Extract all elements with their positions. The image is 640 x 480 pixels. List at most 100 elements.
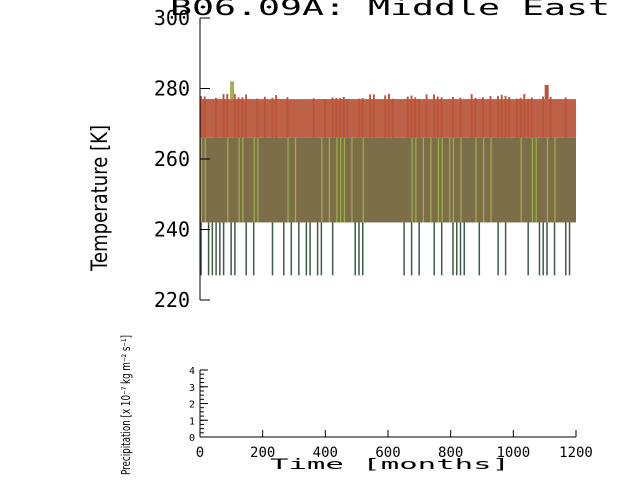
bar-hot: [245, 94, 247, 138]
bar-hot: [489, 95, 492, 138]
bar-hot: [222, 94, 225, 138]
bar-low: [230, 222, 232, 276]
temperature-y-axis-label: Temperature [K]: [88, 125, 113, 272]
temperature-y-tick-label: 260: [154, 147, 190, 171]
bar-low: [565, 222, 567, 276]
bar-low: [459, 222, 462, 276]
bar-low: [452, 222, 454, 276]
bar-low: [283, 222, 285, 276]
bar-hot: [474, 97, 477, 138]
x-tick-label: 400: [313, 445, 338, 461]
bar-low: [219, 222, 221, 276]
bar-low: [403, 222, 405, 276]
temperature-y-tick-label: 300: [154, 6, 190, 30]
bar-low: [553, 222, 556, 276]
bar-hot: [275, 95, 278, 138]
bar-low: [252, 222, 255, 276]
bar-low: [305, 222, 308, 276]
bar-green: [411, 137, 413, 223]
bar-green: [460, 137, 462, 223]
bar-hot: [564, 97, 567, 138]
bar-low: [463, 222, 466, 276]
bar-hot: [335, 97, 338, 138]
bar-low: [316, 222, 319, 276]
bar-low: [298, 222, 300, 276]
bar-hot: [357, 98, 360, 138]
bar-green: [422, 137, 424, 223]
bar-hot: [331, 97, 334, 138]
precip-y-axis-label: Precipitation [x 10⁻⁷ kg m⁻² s⁻¹]: [119, 335, 133, 475]
bar-low: [542, 222, 544, 276]
bar-low: [361, 222, 364, 276]
bar-hot: [523, 93, 526, 138]
bar-hot: [542, 96, 545, 138]
bar-green: [321, 137, 323, 223]
bar-low: [320, 222, 323, 276]
bar-low: [478, 222, 481, 276]
bar-green: [227, 137, 229, 223]
bar-low: [222, 222, 225, 276]
bar-green: [535, 137, 537, 223]
bar-hot: [470, 94, 473, 138]
temperature-bars: [200, 81, 576, 276]
temperature-y-tick-label: 280: [154, 77, 190, 101]
bar-hot: [530, 97, 533, 138]
bar-green: [200, 137, 203, 223]
bar-hot: [433, 94, 435, 138]
bar-hot: [549, 96, 552, 138]
bar-green: [294, 137, 297, 223]
bar-hot: [369, 94, 372, 138]
bar-low: [271, 222, 274, 276]
bar-green: [351, 137, 353, 223]
bar-low: [546, 222, 548, 276]
bar-low: [527, 222, 529, 276]
bar-low: [440, 222, 443, 276]
bar-green: [554, 137, 556, 223]
bar-green: [475, 137, 477, 223]
bar-low: [418, 222, 420, 276]
precip-y-tick-label: 0: [189, 433, 195, 444]
bar-low: [568, 222, 571, 276]
bar-green: [449, 137, 451, 223]
bar-hot: [406, 96, 409, 138]
bar-green: [490, 137, 492, 223]
bar-hot: [527, 98, 529, 138]
bar-hot: [410, 95, 413, 138]
bar-hot: [388, 93, 390, 138]
bar-low: [497, 222, 499, 276]
bar-low: [410, 222, 413, 276]
bar-hot: [372, 94, 375, 138]
bar-hot: [515, 98, 518, 138]
bar-hot: [482, 97, 484, 138]
precip-y-tick-label: 1: [189, 416, 195, 427]
precip-y-tick-label: 3: [189, 383, 195, 394]
bar-hot: [436, 96, 439, 138]
temperature-y-tick-label: 240: [154, 218, 190, 242]
bar-hot: [263, 96, 266, 138]
precip-y-ticks: 0 1 2 3 4: [189, 366, 208, 444]
bar-green: [238, 137, 240, 223]
bar-hot: [425, 94, 428, 138]
bar-hot: [339, 98, 341, 138]
bar-hot: [256, 98, 259, 138]
bar-hot: [237, 97, 240, 138]
bar-low: [309, 222, 311, 276]
precip-y-tick-label: 4: [189, 366, 195, 377]
bar-hot: [226, 94, 229, 138]
x-tick-label: 600: [375, 445, 400, 461]
bar-hot: [271, 97, 274, 138]
bar-low: [354, 222, 356, 276]
bar-hot: [414, 97, 417, 138]
bar-green: [546, 137, 549, 223]
x-tick-label: 200: [250, 445, 275, 461]
bar-hot: [361, 98, 364, 138]
bar-hot: [342, 96, 345, 138]
bar-green: [415, 137, 417, 223]
bar-low: [455, 222, 458, 276]
bar-green: [531, 137, 534, 223]
x-ticks: 0 200 400 600 800 1000 1200: [196, 430, 593, 461]
bar-hot: [324, 98, 326, 138]
bar-hot: [497, 96, 499, 138]
bar-hot: [384, 95, 387, 138]
bar-low: [331, 222, 334, 276]
